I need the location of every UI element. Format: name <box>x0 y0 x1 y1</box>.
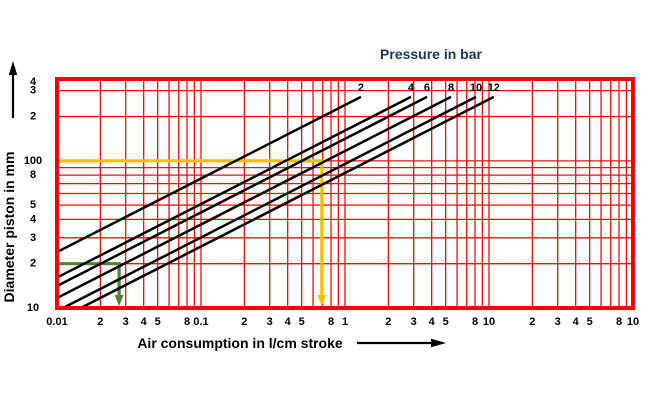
x-tick-label: 2 <box>97 316 103 328</box>
pressure-label-6: 6 <box>424 82 430 94</box>
x-tick-label: 4 <box>285 316 292 328</box>
x-tick-label: 2 <box>385 316 391 328</box>
pressure-line-4 <box>56 95 412 279</box>
x-tick-label: 1 <box>342 316 348 328</box>
pressure-label-10: 10 <box>470 82 482 94</box>
pressure-line-6 <box>56 95 428 288</box>
y-tick-label: 4 <box>30 76 37 88</box>
yellow-example-arrowhead-icon <box>317 295 327 306</box>
x-tick-label: 3 <box>411 316 417 328</box>
y-axis-arrowhead-icon <box>8 61 18 75</box>
x-tick-label: 2 <box>241 316 247 328</box>
x-tick-label: 5 <box>155 316 161 328</box>
y-tick-label: 10 <box>27 302 39 314</box>
x-tick-labels: 0.01 2 3 4 5 8 0.1 2 3 4 5 8 1 2 3 4 5 8 10 2 3 4 5 8 10 <box>46 316 639 328</box>
x-tick-label: 4 <box>141 316 148 328</box>
pressure-line-10 <box>62 95 477 310</box>
x-tick-label: 3 <box>555 316 561 328</box>
x-tick-label: 8 <box>472 316 478 328</box>
pressure-label-12: 12 <box>488 82 500 94</box>
x-tick-label: 5 <box>443 316 449 328</box>
pressure-line-8 <box>56 95 452 300</box>
pressure-title: Pressure in bar <box>380 46 482 62</box>
x-tick-label: 0.1 <box>193 316 208 328</box>
x-tick-label: 5 <box>587 316 593 328</box>
x-tick-label: 8 <box>328 316 334 328</box>
y-tick-label: 5 <box>30 199 36 211</box>
pressure-line-2 <box>56 95 362 254</box>
y-tick-label: 8 <box>30 169 36 181</box>
pressure-line-12 <box>80 95 495 310</box>
x-tick-label: 8 <box>184 316 190 328</box>
y-tick-label: 2 <box>30 111 36 123</box>
x-tick-label: 10 <box>483 316 495 328</box>
x-tick-label: 10 <box>627 316 639 328</box>
x-tick-label: 4 <box>573 316 580 328</box>
plot-border <box>55 77 635 310</box>
y-axis-title: Diameter piston in mm <box>1 151 17 303</box>
example-traces <box>57 159 327 306</box>
x-tick-label: 5 <box>299 316 305 328</box>
x-tick-label: 2 <box>529 316 535 328</box>
y-tick-label: 3 <box>30 232 36 244</box>
x-tick-label: 0.01 <box>46 316 67 328</box>
x-axis-arrowhead-icon <box>431 338 446 348</box>
x-tick-label: 4 <box>429 316 436 328</box>
pressure-tick-labels: 2 4 6 8 10 12 <box>358 82 500 94</box>
axis-arrows <box>8 61 446 348</box>
x-tick-label: 3 <box>267 316 273 328</box>
pressure-lines <box>56 95 495 310</box>
x-tick-label: 8 <box>616 316 622 328</box>
grid-lines <box>57 79 633 308</box>
pressure-label-2: 2 <box>358 82 364 94</box>
y-tick-label: 2 <box>30 258 36 270</box>
pressure-label-4: 4 <box>408 82 415 94</box>
yellow-example-trace <box>57 159 324 296</box>
pressure-label-8: 8 <box>448 82 454 94</box>
x-axis-title: Air consumption in l/cm stroke <box>137 335 343 351</box>
y-tick-label: 4 <box>30 213 37 225</box>
y-tick-label: 100 <box>24 155 42 167</box>
x-tick-label: 3 <box>123 316 129 328</box>
green-example-trace <box>57 262 121 296</box>
green-example-arrowhead-icon <box>114 295 124 306</box>
y-tick-label: 3 <box>30 85 36 97</box>
